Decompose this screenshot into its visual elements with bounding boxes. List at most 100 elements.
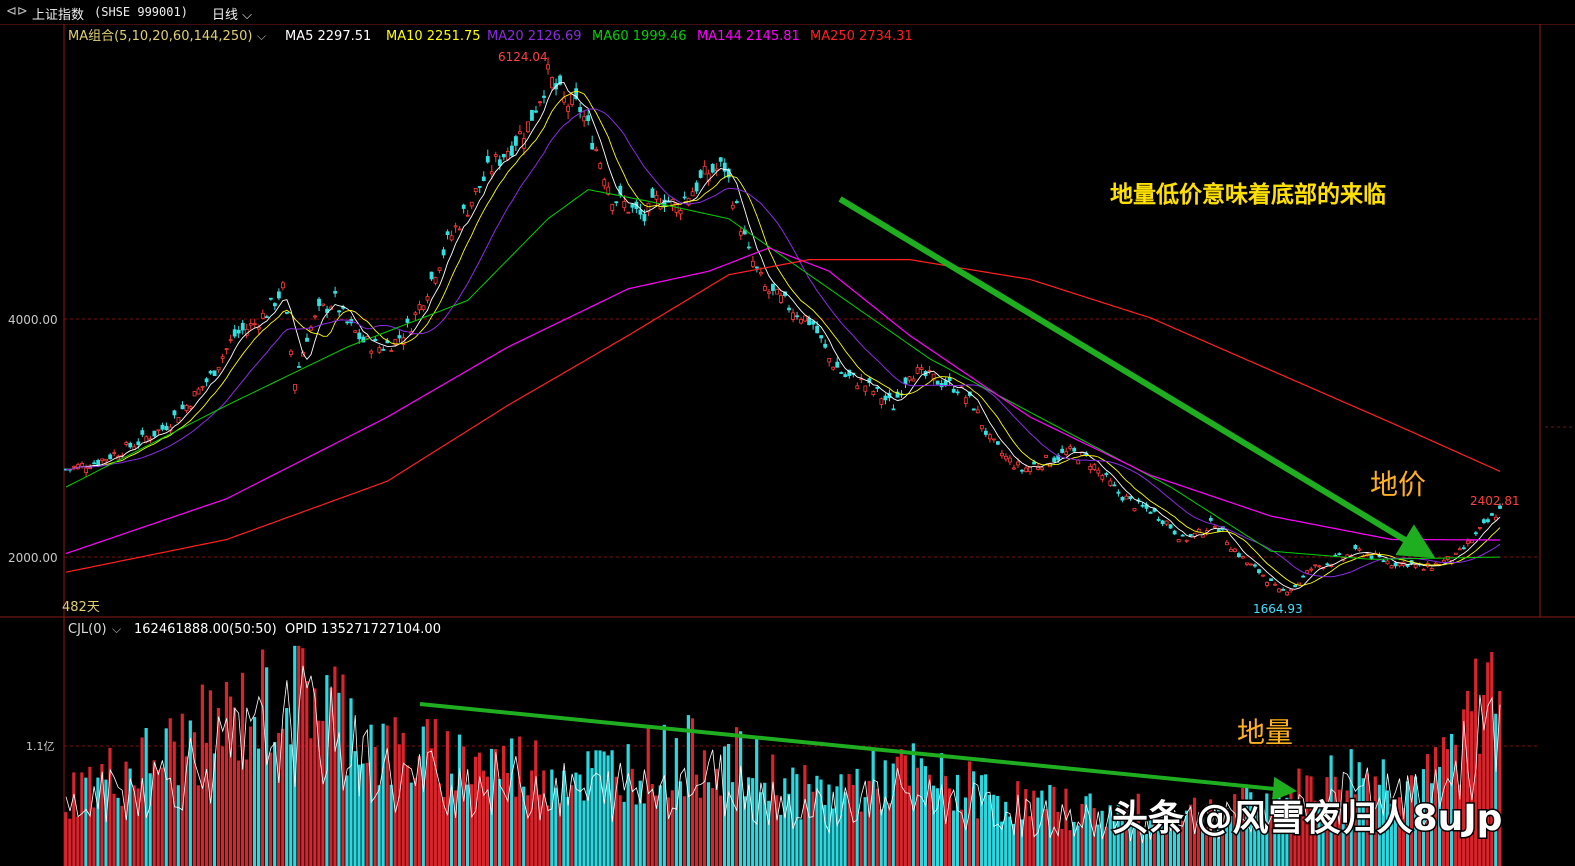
candle-body bbox=[935, 380, 940, 385]
volume-bar bbox=[506, 772, 510, 866]
volume-bar bbox=[281, 728, 285, 866]
candle-body bbox=[763, 286, 767, 291]
volume-bar bbox=[112, 793, 116, 866]
candle-body bbox=[1184, 539, 1189, 542]
volume-bar bbox=[1257, 811, 1261, 866]
candle-body bbox=[542, 95, 546, 98]
ma-lines bbox=[65, 82, 1501, 590]
candle-body bbox=[369, 350, 374, 354]
candle-body bbox=[437, 267, 442, 272]
candle-body bbox=[582, 116, 587, 122]
volume-bar bbox=[718, 795, 723, 866]
candle-body bbox=[477, 186, 482, 188]
volume-bar bbox=[763, 782, 767, 866]
volume-bar bbox=[1229, 816, 1233, 866]
ma250-line bbox=[65, 259, 1501, 573]
candle-body bbox=[1301, 575, 1306, 578]
volume-bar bbox=[196, 785, 200, 866]
volume-bar bbox=[799, 819, 803, 866]
candle-body bbox=[1160, 520, 1165, 525]
candle-body bbox=[815, 325, 820, 334]
ma-legend-item: MA10 2251.75 bbox=[386, 29, 481, 44]
kline-chart[interactable]: 4000.00 2000.00 1.1亿 482天 MA组合(5,10,20,6… bbox=[0, 24, 1575, 866]
candle-body bbox=[100, 458, 105, 462]
volume-bar bbox=[381, 723, 385, 866]
volume-bar bbox=[899, 749, 903, 866]
candle-body bbox=[835, 361, 840, 368]
period-select[interactable]: 日线 ⌵ bbox=[212, 8, 253, 23]
volume-bar bbox=[1072, 821, 1076, 866]
ma144-line bbox=[65, 247, 1500, 555]
volume-bar bbox=[1036, 797, 1040, 866]
volume-bar bbox=[176, 785, 180, 866]
volume-bar bbox=[1341, 803, 1345, 866]
volume-bar bbox=[313, 688, 317, 866]
candle-body bbox=[534, 110, 538, 113]
volume-bar bbox=[1470, 711, 1474, 866]
candle-body bbox=[108, 454, 113, 460]
candle-body bbox=[413, 312, 418, 316]
volume-bar bbox=[1429, 783, 1434, 866]
volume-bar bbox=[955, 774, 960, 866]
volume-bar bbox=[622, 801, 626, 866]
y-tick-4000: 4000.00 bbox=[8, 313, 58, 327]
volume-bar bbox=[1184, 810, 1189, 866]
volume-bar bbox=[1056, 811, 1060, 866]
candle-body bbox=[650, 188, 655, 198]
volume-bar bbox=[1016, 781, 1020, 866]
volume-bar bbox=[461, 746, 466, 866]
ma-legend: MA组合(5,10,20,60,144,250) ⌵ MA5 2297.51 MA… bbox=[68, 29, 913, 44]
volume-bar bbox=[333, 666, 337, 866]
candle-body bbox=[252, 323, 257, 326]
volume-bar bbox=[1225, 808, 1229, 866]
candle-body bbox=[722, 162, 727, 172]
volume-bar bbox=[534, 740, 538, 866]
candle-body bbox=[807, 317, 812, 325]
volume-bar bbox=[951, 810, 956, 866]
volume-bar bbox=[136, 788, 140, 866]
volume-bar bbox=[200, 684, 204, 866]
candle-body bbox=[566, 105, 571, 112]
candle-body bbox=[558, 75, 562, 85]
candle-body bbox=[1128, 496, 1133, 500]
volume-bar bbox=[859, 811, 863, 866]
candle-body bbox=[92, 462, 97, 465]
double-arrow-back-icon[interactable]: ⊲⊳ bbox=[6, 4, 28, 19]
candle-body bbox=[1249, 563, 1253, 566]
chevron-down-icon[interactable]: ⌵ bbox=[257, 29, 266, 43]
candle-body bbox=[642, 214, 647, 222]
volume-bar bbox=[1176, 827, 1181, 866]
volume-bar bbox=[682, 796, 686, 866]
candle-body bbox=[1104, 473, 1109, 476]
volume-bar bbox=[1313, 800, 1317, 866]
candle-body bbox=[465, 214, 470, 217]
volume-bar bbox=[1281, 818, 1285, 866]
candle-body bbox=[156, 429, 161, 432]
volume-bar bbox=[1285, 797, 1289, 866]
candle-body bbox=[1108, 480, 1113, 486]
candle-body bbox=[614, 201, 619, 204]
candle-body bbox=[775, 288, 779, 295]
volume-bar bbox=[1474, 658, 1478, 866]
volume-bar bbox=[309, 738, 313, 866]
candle-body bbox=[1309, 568, 1314, 571]
candle-body bbox=[445, 231, 450, 235]
volume-bar bbox=[795, 774, 799, 866]
volume-bar bbox=[1140, 827, 1144, 866]
volume-bar bbox=[498, 779, 502, 866]
chevron-down-icon[interactable]: ⌵ bbox=[112, 622, 121, 636]
volume-bar bbox=[429, 748, 433, 866]
volume-bar bbox=[329, 687, 333, 866]
volume-bar bbox=[1421, 769, 1426, 866]
volume-bar bbox=[84, 777, 88, 866]
candle-body bbox=[152, 430, 157, 437]
candle-body bbox=[1224, 541, 1229, 546]
candle-body bbox=[971, 408, 976, 411]
candle-body bbox=[883, 395, 888, 401]
candle-body bbox=[517, 131, 522, 135]
volume-bar bbox=[787, 793, 791, 866]
volume-bar bbox=[1454, 744, 1458, 866]
candle-body bbox=[377, 347, 382, 353]
chevron-down-icon: ⌵ bbox=[238, 8, 253, 23]
candle-body bbox=[626, 211, 631, 214]
